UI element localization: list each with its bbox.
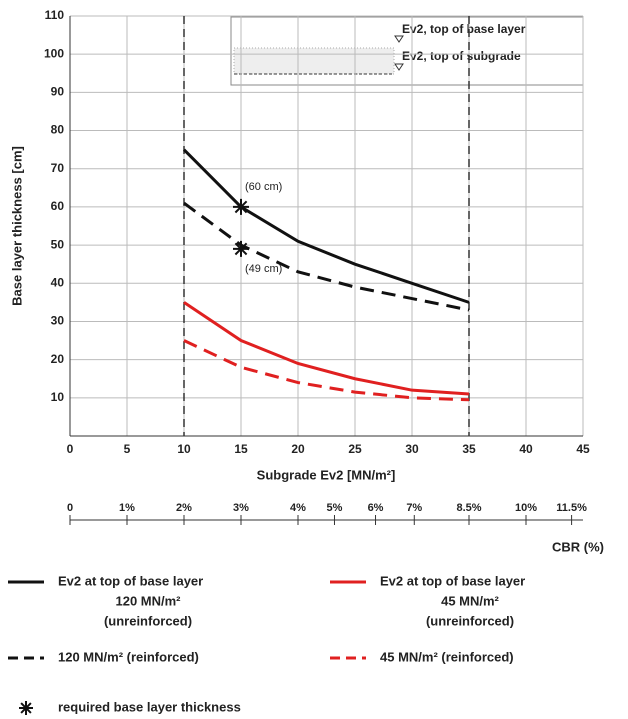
x-tick-label: 20 [291,442,305,456]
cbr-tick-label: 0 [67,502,73,514]
cbr-tick-label: 11.5% [556,502,587,514]
data-label: (60 cm) [245,181,282,193]
x-tick-label: 5 [124,442,131,456]
inset-layer [233,47,395,75]
x-tick-label: 45 [576,442,590,456]
series-line [183,201,470,312]
cbr-tick-label: 6% [368,502,384,514]
y-tick-label: 60 [51,199,65,213]
inset-symbols [394,35,404,71]
x-tick-label: 25 [348,442,362,456]
legend-label: Ev2 at top of base layer [380,573,525,588]
inset-label: Ev2, top of base layer [402,22,526,36]
legend-label: required base layer thickness [58,699,241,714]
inset-label: Ev2, top of subgrade [402,49,521,63]
series-line [183,339,470,402]
cbr-tick-label: 8.5% [456,502,481,514]
marker [233,240,249,257]
cbr-tick-label: 2% [176,502,192,514]
legend-label: 120 MN/m² [115,593,181,608]
x-tick-label: 10 [177,442,191,456]
y-tick-label: 50 [51,237,65,251]
cbr-tick-label: 10% [515,502,537,514]
y-tick-label: 10 [51,390,65,404]
marker [233,198,249,215]
cbr-tick-label: 5% [327,502,343,514]
y-tick-label: 40 [51,275,65,289]
cbr-tick-label: 3% [233,502,249,514]
legend-marker [19,701,33,715]
y-tick-label: 70 [51,161,65,175]
cbr-tick-label: 1% [119,502,135,514]
data-label: (49 cm) [245,263,282,275]
cbr-axis-title: CBR (%) [552,539,604,554]
legend-label: Ev2 at top of base layer [58,573,203,588]
y-tick-label: 110 [45,8,65,22]
legend-label: 45 MN/m² [441,593,499,608]
series-line [182,148,470,304]
y-tick-label: 90 [51,85,65,99]
x-tick-label: 15 [234,442,248,456]
y-tick-label: 20 [51,352,65,366]
legend-label: (unreinforced) [104,613,192,628]
series-line [183,301,470,396]
x-tick-label: 0 [67,442,74,456]
legend-label: (unreinforced) [426,613,514,628]
y-tick-label: 80 [51,123,65,137]
legend-label: 120 MN/m² (reinforced) [58,649,199,664]
y-tick-label: 100 [44,46,64,60]
legend-label: 45 MN/m² (reinforced) [380,649,514,664]
y-tick-label: 30 [51,314,65,328]
x-axis-title: Subgrade Ev2 [MN/m²] [257,467,396,482]
x-tick-label: 40 [519,442,533,456]
cbr-tick-label: 4% [290,502,306,514]
cbr-tick-label: 7% [406,502,422,514]
x-tick-label: 30 [405,442,419,456]
y-axis-title: Base layer thickness [cm] [9,146,24,306]
x-tick-label: 35 [462,442,476,456]
